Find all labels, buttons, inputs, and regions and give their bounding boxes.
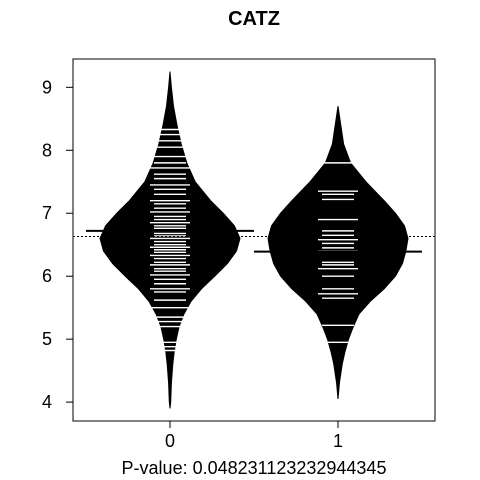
y-tick-label: 6 (42, 266, 52, 286)
x-axis-label: P-value: 0.048231123232944345 (122, 458, 387, 478)
y-tick-label: 7 (42, 203, 52, 223)
x-tick-label: 1 (333, 431, 343, 451)
y-tick-label: 9 (42, 77, 52, 97)
axes-group: 4 5 6 7 8 9 0 1 (42, 58, 436, 451)
bean-shape-0 (99, 71, 241, 409)
lines-group (73, 229, 435, 253)
y-tick-label: 5 (42, 329, 52, 349)
y-tick-label: 8 (42, 140, 52, 160)
x-tick-label: 0 (165, 431, 175, 451)
plot-frame (72, 58, 436, 422)
y-tick-label: 4 (42, 392, 52, 412)
chart-title: CATZ (228, 8, 280, 30)
beans-group (99, 71, 409, 409)
